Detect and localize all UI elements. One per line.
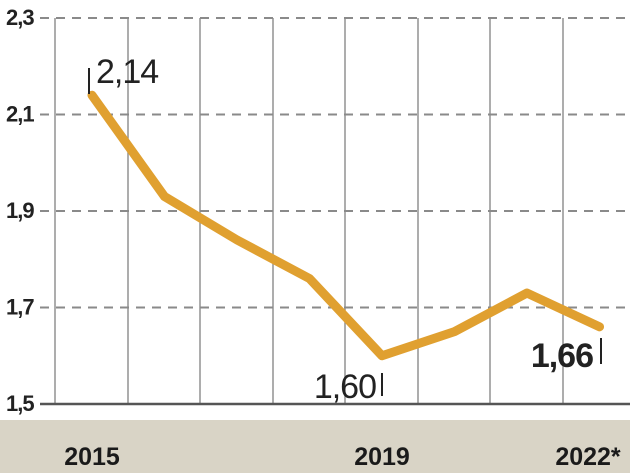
data-label-group: 2,14 1,60 1,66: [88, 53, 602, 406]
x-axis-strip: [0, 420, 630, 473]
x-tick-label: 2022*: [555, 443, 621, 471]
data-label: 2,14: [96, 53, 158, 91]
y-tick-label: 2,3: [6, 5, 34, 30]
series-line: [87, 90, 604, 361]
x-axis-ticks: 2015 2019 2022*: [64, 443, 621, 471]
x-tick-label: 2019: [354, 443, 410, 471]
data-label: 1,60: [314, 368, 376, 406]
y-tick-label: 1,9: [6, 198, 34, 223]
data-label: 1,66: [531, 337, 593, 375]
y-tick-label: 2,1: [6, 102, 34, 127]
y-tick-label: 1,7: [6, 295, 34, 320]
y-tick-label: 1,5: [6, 391, 34, 416]
series-group: [87, 90, 604, 361]
x-tick-label: 2015: [64, 443, 120, 471]
y-axis-ticks: 2,3 2,1 1,9 1,7 1,5: [6, 5, 35, 416]
